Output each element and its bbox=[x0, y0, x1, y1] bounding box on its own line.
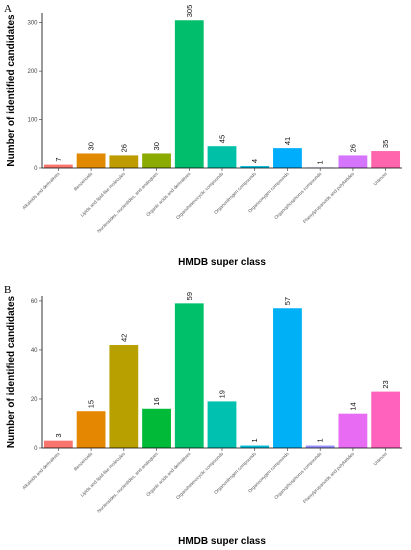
data-label-9: 14 bbox=[348, 402, 357, 410]
data-label-1: 30 bbox=[87, 142, 96, 150]
y-axis-title: Number of identified candidates bbox=[6, 14, 17, 167]
data-label-8: 1 bbox=[316, 438, 325, 442]
bar-0 bbox=[43, 440, 73, 448]
data-label-5: 45 bbox=[218, 135, 227, 143]
y-tick-label-1: 100 bbox=[27, 118, 38, 124]
bar-8 bbox=[305, 445, 335, 448]
bar-1 bbox=[76, 411, 106, 448]
bar-7 bbox=[273, 148, 302, 168]
bar-10 bbox=[371, 391, 401, 448]
bar-10 bbox=[371, 151, 401, 168]
bar-3 bbox=[142, 153, 171, 168]
bar-2 bbox=[109, 155, 139, 168]
data-label-2: 26 bbox=[119, 144, 128, 152]
y-tick-label-0: 0 bbox=[34, 166, 38, 172]
data-label-6: 4 bbox=[250, 159, 259, 163]
data-label-0: 3 bbox=[54, 433, 63, 437]
y-tick-label-0: 0 bbox=[34, 446, 38, 452]
bar-4 bbox=[174, 303, 204, 448]
data-label-4: 305 bbox=[185, 5, 194, 18]
data-label-10: 35 bbox=[381, 140, 390, 148]
bar-9 bbox=[338, 413, 368, 448]
bar-2 bbox=[109, 345, 139, 448]
bar-9 bbox=[338, 155, 368, 168]
y-axis-title: Number of identified candidates bbox=[6, 295, 17, 448]
bar-1 bbox=[76, 153, 106, 168]
data-label-10: 23 bbox=[381, 380, 390, 388]
bar-5 bbox=[207, 146, 237, 168]
data-label-3: 16 bbox=[152, 397, 161, 405]
data-label-3: 30 bbox=[152, 142, 161, 150]
bar-6 bbox=[240, 166, 270, 168]
y-tick-label-2: 40 bbox=[31, 348, 38, 354]
bar-6 bbox=[240, 445, 270, 448]
panel-label: B bbox=[4, 284, 11, 296]
bar-3 bbox=[142, 408, 171, 448]
y-tick-label-2: 200 bbox=[27, 69, 38, 75]
data-label-9: 26 bbox=[348, 144, 357, 152]
data-label-7: 57 bbox=[283, 297, 292, 305]
x-axis-title: HMDB super class bbox=[178, 257, 266, 268]
data-label-1: 15 bbox=[87, 400, 96, 408]
panel-label: A bbox=[4, 3, 12, 15]
data-label-5: 19 bbox=[218, 390, 227, 398]
data-label-6: 1 bbox=[250, 438, 259, 442]
x-axis-title: HMDB super class bbox=[178, 536, 266, 547]
data-label-8: 1 bbox=[316, 160, 325, 164]
bar-7 bbox=[273, 308, 302, 448]
y-tick-label-1: 20 bbox=[31, 397, 38, 403]
data-label-0: 7 bbox=[54, 157, 63, 161]
bar-0 bbox=[43, 164, 73, 168]
bar-4 bbox=[174, 20, 204, 168]
data-label-7: 41 bbox=[283, 137, 292, 145]
y-tick-label-3: 300 bbox=[27, 21, 38, 27]
data-label-4: 59 bbox=[185, 292, 194, 300]
data-label-2: 42 bbox=[119, 334, 128, 342]
bar-5 bbox=[207, 401, 237, 448]
y-tick-label-3: 60 bbox=[31, 299, 38, 305]
